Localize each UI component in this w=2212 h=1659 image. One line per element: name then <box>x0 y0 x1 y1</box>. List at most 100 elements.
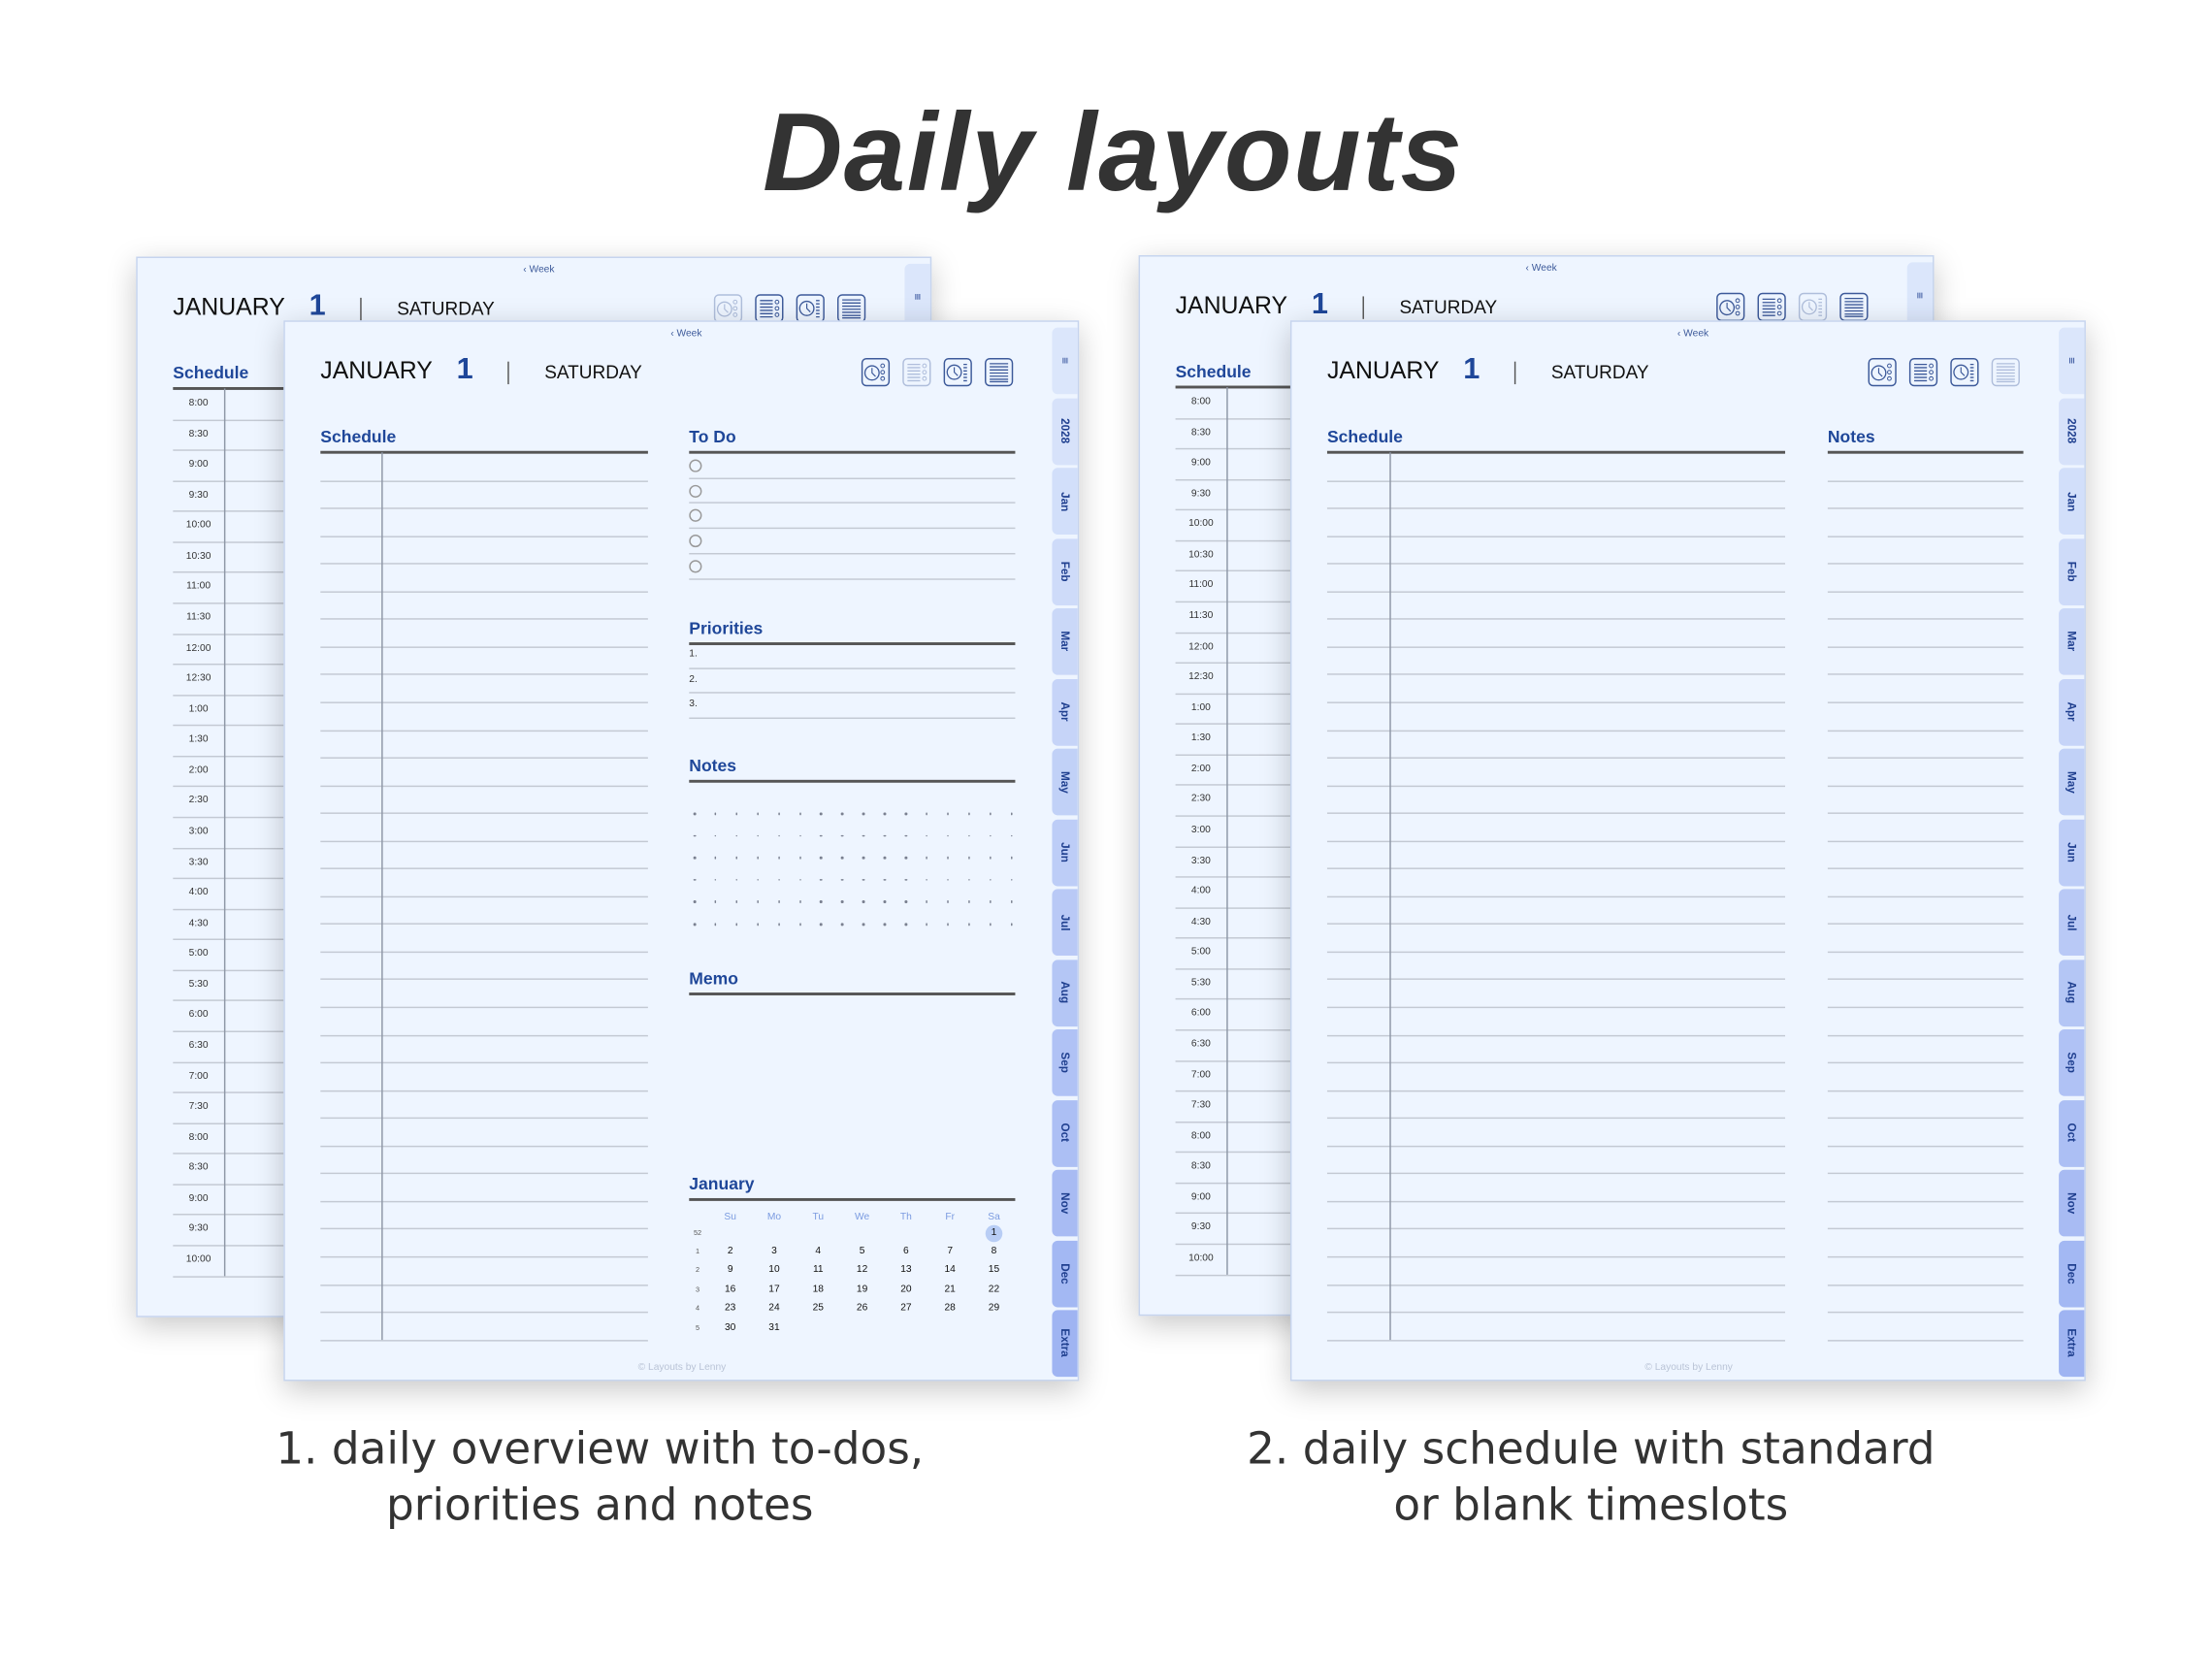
notes-line[interactable] <box>1827 785 2024 787</box>
tab-sep[interactable]: Sep <box>2059 1029 2085 1096</box>
schedule-line[interactable] <box>320 923 648 926</box>
tab-nov[interactable]: Nov <box>1052 1169 1078 1237</box>
list-dots-icon[interactable] <box>902 357 932 387</box>
clock-dots-icon[interactable] <box>713 294 743 324</box>
list-icon[interactable] <box>1991 357 2021 387</box>
calendar-day[interactable]: 31 <box>768 1322 780 1333</box>
calendar-day[interactable]: 21 <box>944 1285 956 1295</box>
calendar-day[interactable]: 3 <box>771 1246 777 1256</box>
calendar-week-number[interactable]: 5 <box>696 1324 700 1333</box>
list-dots-icon[interactable] <box>1908 357 1938 387</box>
schedule-line[interactable] <box>1326 1034 1786 1036</box>
schedule-line[interactable] <box>1326 1117 1786 1120</box>
tab-extra[interactable]: Extra <box>1052 1310 1078 1378</box>
calendar-day[interactable]: 29 <box>988 1303 1000 1314</box>
todo-checkbox[interactable] <box>689 484 702 498</box>
calendar-day[interactable]: 13 <box>900 1264 912 1275</box>
list-icon[interactable] <box>836 294 866 324</box>
schedule-line[interactable] <box>1326 1173 1786 1175</box>
schedule-line[interactable] <box>320 1228 648 1230</box>
schedule-line[interactable] <box>320 895 648 897</box>
tab-feb[interactable]: Feb <box>2059 537 2085 605</box>
tab-apr[interactable]: Apr <box>1052 678 1078 746</box>
schedule-line[interactable] <box>320 812 648 815</box>
tab-feb[interactable]: Feb <box>1052 537 1078 605</box>
tab-2028[interactable]: 2028 <box>2059 397 2085 465</box>
schedule-line[interactable] <box>320 1311 648 1314</box>
todo-line[interactable] <box>689 552 1016 555</box>
tab-extra[interactable]: Extra <box>2059 1310 2085 1378</box>
calendar-day[interactable]: 28 <box>944 1303 956 1314</box>
clock-list-icon[interactable] <box>1950 357 1980 387</box>
notes-line[interactable] <box>1827 923 2024 926</box>
schedule-line[interactable] <box>320 1145 648 1147</box>
schedule-line[interactable] <box>320 673 648 676</box>
schedule-line[interactable] <box>1326 923 1786 926</box>
calendar-week-number[interactable]: 1 <box>696 1248 700 1256</box>
schedule-line[interactable] <box>320 591 648 593</box>
notes-line[interactable] <box>1827 1228 2024 1230</box>
list-icon[interactable] <box>984 357 1014 387</box>
notes-line[interactable] <box>1827 757 2024 759</box>
schedule-line[interactable] <box>1326 1311 1786 1314</box>
schedule-line[interactable] <box>320 1200 648 1203</box>
tab-menu[interactable]: ≡ <box>1906 262 1934 330</box>
tab-jun[interactable]: Jun <box>2059 819 2085 886</box>
clock-list-icon[interactable] <box>943 357 973 387</box>
notes-line[interactable] <box>1827 979 2024 981</box>
week-link[interactable]: ‹ Week <box>523 265 555 276</box>
calendar-day[interactable]: 7 <box>947 1246 954 1256</box>
calendar-day[interactable]: 19 <box>856 1285 868 1295</box>
calendar-day[interactable]: 14 <box>944 1264 956 1275</box>
notes-line[interactable] <box>1827 535 2024 537</box>
schedule-line[interactable] <box>320 1339 648 1341</box>
calendar-day[interactable]: 25 <box>812 1303 824 1314</box>
schedule-line[interactable] <box>1326 535 1786 537</box>
schedule-line[interactable] <box>320 729 648 732</box>
notes-line[interactable] <box>1827 1173 2024 1175</box>
calendar-day-selected[interactable]: 1 <box>985 1224 1003 1243</box>
clock-list-icon[interactable] <box>796 294 826 324</box>
calendar-day[interactable]: 16 <box>724 1285 736 1295</box>
schedule-line[interactable] <box>1326 757 1786 759</box>
schedule-line[interactable] <box>1326 479 1786 482</box>
notes-line[interactable] <box>1827 1284 2024 1285</box>
schedule-line[interactable] <box>1326 1255 1786 1258</box>
priority-line[interactable] <box>689 716 1016 719</box>
calendar-day[interactable]: 18 <box>812 1285 824 1295</box>
notes-line[interactable] <box>1827 1255 2024 1258</box>
week-link[interactable]: ‹ Week <box>670 329 702 340</box>
calendar-day[interactable]: 22 <box>988 1285 1000 1295</box>
tab-may[interactable]: May <box>2059 748 2085 816</box>
schedule-line[interactable] <box>1326 701 1786 703</box>
notes-line[interactable] <box>1827 1034 2024 1036</box>
schedule-line[interactable] <box>320 1173 648 1175</box>
schedule-line[interactable] <box>1326 895 1786 897</box>
tab-menu[interactable]: ≡ <box>2059 327 2085 395</box>
schedule-line[interactable] <box>1326 785 1786 787</box>
tab-jul[interactable]: Jul <box>1052 889 1078 957</box>
notes-line[interactable] <box>1827 1200 2024 1203</box>
schedule-line[interactable] <box>320 757 648 759</box>
schedule-line[interactable] <box>1326 867 1786 870</box>
list-dots-icon[interactable] <box>755 294 785 324</box>
tab-aug[interactable]: Aug <box>1052 959 1078 1026</box>
notes-line[interactable] <box>1827 563 2024 565</box>
calendar-day[interactable]: 10 <box>768 1264 780 1275</box>
notes-line[interactable] <box>1827 729 2024 732</box>
calendar-day[interactable]: 23 <box>724 1303 736 1314</box>
calendar-day[interactable]: 26 <box>856 1303 868 1314</box>
calendar-day[interactable]: 5 <box>859 1246 865 1256</box>
calendar-day[interactable]: 17 <box>768 1285 780 1295</box>
week-link[interactable]: ‹ Week <box>1525 263 1557 275</box>
schedule-line[interactable] <box>1326 1200 1786 1203</box>
schedule-line[interactable] <box>320 618 648 621</box>
clock-dots-icon[interactable] <box>1715 292 1745 322</box>
calendar-week-number[interactable]: 4 <box>696 1304 700 1314</box>
tab-may[interactable]: May <box>1052 748 1078 816</box>
clock-dots-icon[interactable] <box>1868 357 1898 387</box>
tab-2028[interactable]: 2028 <box>1052 397 1078 465</box>
tab-jan[interactable]: Jan <box>2059 468 2085 535</box>
todo-line[interactable] <box>689 477 1016 479</box>
calendar-day[interactable]: 20 <box>900 1285 912 1295</box>
